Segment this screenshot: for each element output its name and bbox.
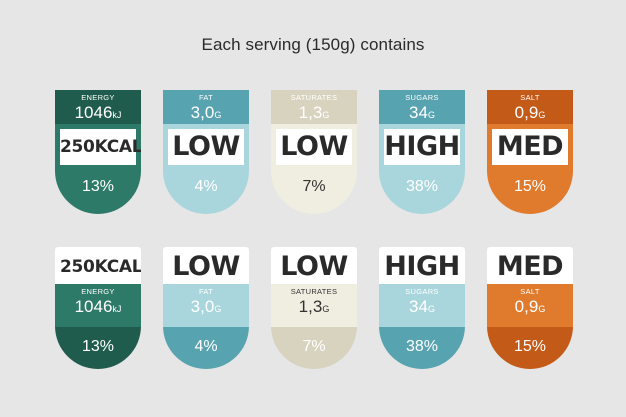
nutrient-amount: 1046 xyxy=(74,296,113,316)
nutrient-name: SALT xyxy=(520,93,540,102)
nutrient-name: SUGARS xyxy=(405,93,439,102)
level-badge: 250KCAL xyxy=(60,129,141,165)
nutrient-name: SALT xyxy=(520,287,540,296)
percent-value: 4% xyxy=(194,178,218,195)
nutrient-name: SATURATES xyxy=(290,93,338,102)
nutrient-amount: 0,9 xyxy=(514,102,539,122)
nutrient-amount: 1046 xyxy=(74,102,113,122)
nutrient-unit: G xyxy=(322,109,330,120)
percent-value: 15% xyxy=(513,178,547,195)
nutrient-amount: 1,3 xyxy=(298,296,323,316)
energy-label-top: ENERGY 1046kJ 250KCAL 13% xyxy=(55,90,141,214)
energy-label-bottom: 250KCAL ENERGY 1046kJ 13% xyxy=(55,247,141,369)
level-badge: LOW xyxy=(276,250,352,284)
nutrient-unit: G xyxy=(214,109,222,120)
level-badge: LOW xyxy=(168,129,244,165)
level-badge: MED xyxy=(492,129,568,165)
nutrient-name: SUGARS xyxy=(405,287,439,296)
sugars-label-top: SUGARS 34G HIGH 38% xyxy=(379,90,465,214)
page-title: Each serving (150g) contains xyxy=(201,35,425,54)
salt-label-top: SALT 0,9G MED 15% xyxy=(487,90,573,214)
level-badge: 250KCAL xyxy=(60,250,141,284)
nutrient-amount: 34 xyxy=(409,102,428,122)
nutrient-unit: G xyxy=(427,109,435,120)
nutrient-amount: 3,0 xyxy=(190,102,215,122)
saturates-label-bottom: LOW SATURATES 1,3G 7% xyxy=(271,247,357,369)
saturates-label-top: SATURATES 1,3G LOW 7% xyxy=(271,90,357,214)
level-badge: LOW xyxy=(168,250,244,284)
level-badge: LOW xyxy=(276,129,352,165)
nutrient-unit: kJ xyxy=(112,303,122,314)
nutrient-name: ENERGY xyxy=(81,287,115,296)
percent-value: 13% xyxy=(81,338,115,355)
salt-label-bottom: MED SALT 0,9G 15% xyxy=(487,247,573,369)
level-badge: HIGH xyxy=(384,129,460,165)
percent-value: 7% xyxy=(302,338,326,355)
percent-value: 13% xyxy=(81,178,115,195)
percent-value: 4% xyxy=(194,338,218,355)
nutrient-unit: G xyxy=(214,303,222,314)
percent-value: 15% xyxy=(513,338,547,355)
level-badge: MED xyxy=(492,250,568,284)
sugars-label-bottom: HIGH SUGARS 34G 38% xyxy=(379,247,465,369)
nutrient-name: FAT xyxy=(198,93,214,102)
nutrient-amount: 1,3 xyxy=(298,102,323,122)
fat-label-bottom: LOW FAT 3,0G 4% xyxy=(163,247,249,369)
nutrient-amount: 3,0 xyxy=(190,296,215,316)
nutrient-name: SATURATES xyxy=(290,287,338,296)
fat-label-top: FAT 3,0G LOW 4% xyxy=(163,90,249,214)
nutrient-amount: 0,9 xyxy=(514,296,539,316)
nutrient-name: ENERGY xyxy=(81,93,115,102)
nutrient-amount: 34 xyxy=(409,296,428,316)
level-badge: HIGH xyxy=(384,250,460,284)
percent-value: 7% xyxy=(302,178,326,195)
nutrient-unit: G xyxy=(322,303,330,314)
percent-value: 38% xyxy=(405,178,439,195)
nutrient-unit: G xyxy=(538,303,546,314)
nutrient-unit: kJ xyxy=(112,109,122,120)
percent-value: 38% xyxy=(405,338,439,355)
nutrient-unit: G xyxy=(427,303,435,314)
nutrient-name: FAT xyxy=(198,287,214,296)
nutrient-unit: G xyxy=(538,109,546,120)
